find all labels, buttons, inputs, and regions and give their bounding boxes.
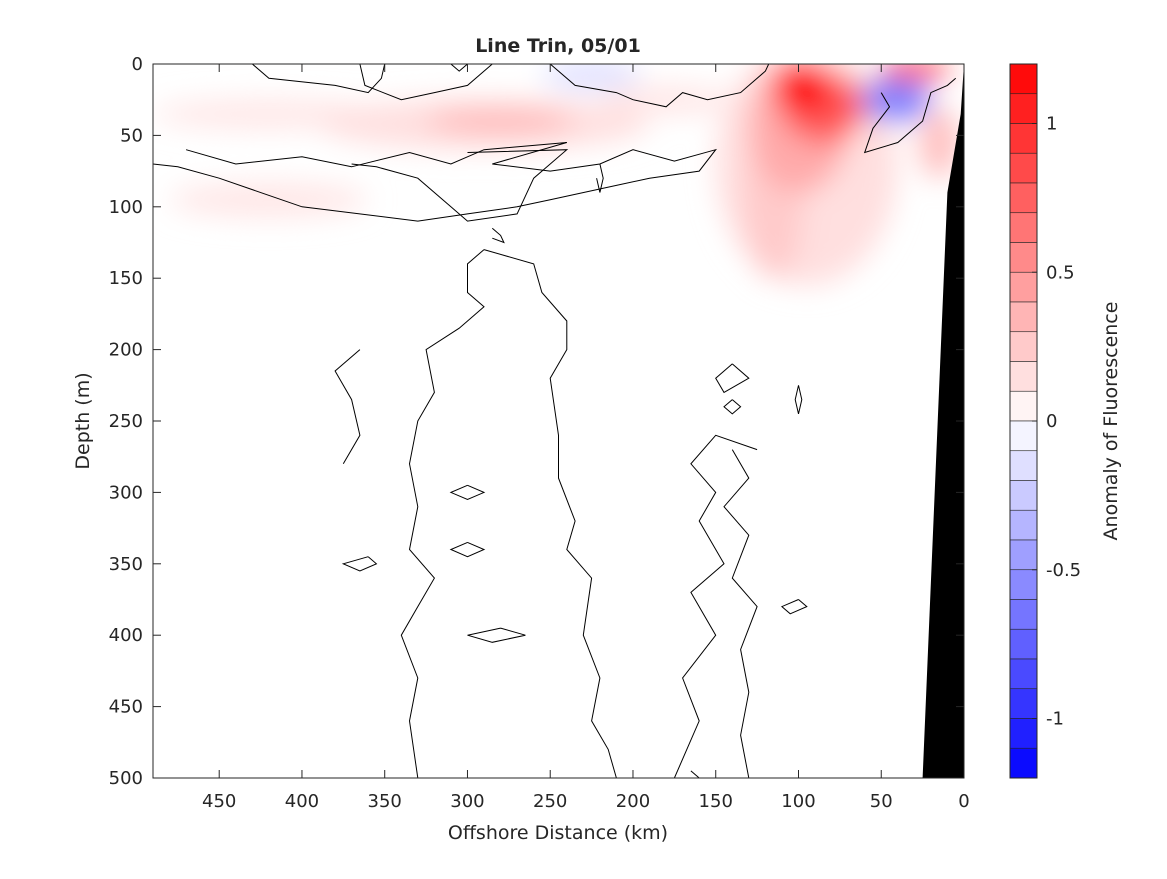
x-tick-label: 350 xyxy=(368,791,402,812)
y-tick-label: 250 xyxy=(109,411,143,432)
x-tick-label: 50 xyxy=(870,791,893,812)
colorbar-segment xyxy=(1009,420,1038,452)
colorbar-segment xyxy=(1009,93,1038,124)
colorbar-segment xyxy=(1009,509,1038,541)
anomaly-nearshore-max xyxy=(877,64,951,80)
colorbar-label: Anomaly of Fluorescence xyxy=(1100,302,1122,541)
colorbar-segment xyxy=(1009,539,1038,571)
zero-contours xyxy=(153,64,957,778)
colorbar-segment xyxy=(1009,480,1038,511)
y-tick-label: 400 xyxy=(109,625,143,646)
contour-line-14 xyxy=(723,449,758,778)
colorbar-segment xyxy=(1009,212,1038,243)
contour-line-3 xyxy=(549,64,770,108)
y-tick-label: 300 xyxy=(109,482,143,503)
y-axis-label: Depth (m) xyxy=(72,372,94,469)
colorbar-segment xyxy=(1009,271,1038,303)
colorbar-tick-label: -0.5 xyxy=(1046,560,1081,581)
colorbar-segment xyxy=(1009,242,1038,273)
colorbar-segment xyxy=(1009,152,1038,184)
colorbar-segment xyxy=(1009,331,1038,362)
x-tick-label: 200 xyxy=(616,791,650,812)
y-tick-label: 350 xyxy=(109,554,143,575)
colorbar-tick-label: 0.5 xyxy=(1046,262,1075,283)
y-tick-label: 50 xyxy=(120,125,143,146)
colorbar-segment xyxy=(1009,658,1038,690)
contour-line-0 xyxy=(251,64,386,94)
bathymetry xyxy=(922,64,964,778)
x-tick-label: 300 xyxy=(450,791,484,812)
contour-line-4 xyxy=(153,142,718,222)
anomaly-surface-min xyxy=(541,64,642,90)
colorbar-segment xyxy=(1009,301,1038,333)
contour-line-16 xyxy=(449,541,486,558)
y-tick-label: 150 xyxy=(109,268,143,289)
y-tick-label: 200 xyxy=(109,340,143,361)
anomaly-deep-band xyxy=(169,182,369,217)
contour-line-6 xyxy=(596,163,604,193)
contour-line-15 xyxy=(449,484,486,501)
colorbar-segment xyxy=(1009,361,1038,392)
colorbar-segment xyxy=(1009,747,1038,779)
anomaly-offshore-band-core xyxy=(426,109,576,133)
y-tick-label: 450 xyxy=(109,697,143,718)
x-tick-label: 100 xyxy=(781,791,815,812)
anomaly-fields xyxy=(153,64,960,286)
y-tick-label: 100 xyxy=(109,197,143,218)
contour-line-23 xyxy=(666,770,700,778)
colorbar-segment xyxy=(1009,450,1038,481)
x-tick-label: 250 xyxy=(533,791,567,812)
colorbar-segment xyxy=(1009,718,1038,749)
contour-line-19 xyxy=(780,599,808,615)
anomaly-surface-max xyxy=(772,64,832,112)
anomaly-nearshore-deep xyxy=(919,106,960,179)
colorbar-segment xyxy=(1009,628,1038,660)
y-axis: 0 50 100 150 200 250 300 350 400 450 500 xyxy=(109,54,964,789)
contour-line-7 xyxy=(491,227,505,244)
colorbar-segment xyxy=(1009,63,1038,95)
plot-area xyxy=(153,64,964,778)
colorbar-tick-label: 0 xyxy=(1046,411,1057,432)
colorbar-tick-label: -1 xyxy=(1046,709,1064,730)
anomaly-upper-band xyxy=(599,85,733,114)
colorbar-segment xyxy=(1009,123,1038,154)
colorbar-segment xyxy=(1009,182,1038,214)
chart-title: Line Trin, 05/01 xyxy=(475,35,641,57)
y-tick-label: 0 xyxy=(132,54,143,75)
colorbar-tick-label: 1 xyxy=(1046,114,1057,135)
x-tick-label: 0 xyxy=(958,791,969,812)
contour-line-17 xyxy=(341,556,378,572)
x-axis-label: Offshore Distance (km) xyxy=(448,822,668,844)
contour-line-12 xyxy=(723,399,742,415)
contour-line-10 xyxy=(334,349,361,465)
colorbar-segment xyxy=(1009,688,1038,719)
contour-line-5 xyxy=(351,149,569,222)
anomaly-nearshore-min xyxy=(858,78,931,122)
colorbar-segment xyxy=(1009,569,1038,600)
colorbar-segment xyxy=(1009,599,1038,630)
seafloor xyxy=(922,64,964,778)
x-tick-label: 150 xyxy=(699,791,733,812)
colorbar-segment xyxy=(1009,390,1038,422)
contour-line-8 xyxy=(400,249,485,778)
x-tick-label: 450 xyxy=(202,791,236,812)
contour-line-1 xyxy=(359,64,493,101)
contour-line-22 xyxy=(863,77,957,154)
contour-line-20 xyxy=(794,385,803,415)
y-tick-label: 500 xyxy=(109,768,143,789)
contour-line-18 xyxy=(467,627,526,643)
contour-line-11 xyxy=(715,363,750,394)
contour-line-9 xyxy=(483,249,617,778)
x-axis: 450 400 350 300 250 200 150 100 50 0 xyxy=(202,64,970,812)
contour-line-13 xyxy=(673,434,758,778)
x-tick-label: 400 xyxy=(285,791,319,812)
contour-line-2 xyxy=(450,64,468,72)
colorbar: 1 0.5 0 -0.5 -1 xyxy=(1009,63,1081,779)
